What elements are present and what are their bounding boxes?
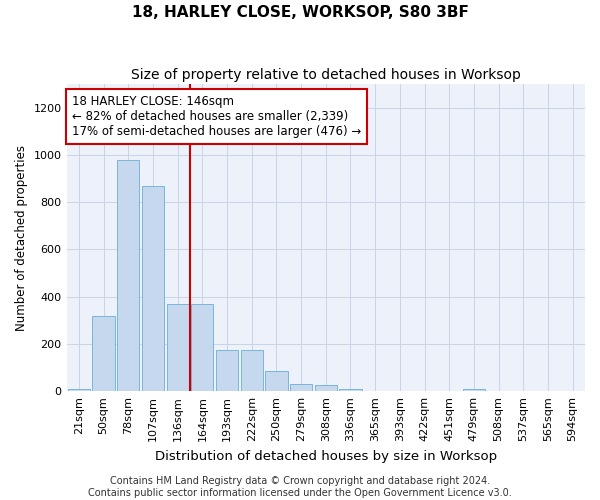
Bar — [314, 386, 337, 391]
Bar — [191, 304, 214, 391]
Bar — [167, 304, 189, 391]
X-axis label: Distribution of detached houses by size in Worksop: Distribution of detached houses by size … — [155, 450, 497, 462]
Bar — [142, 186, 164, 391]
Bar — [463, 389, 485, 391]
Bar — [340, 389, 362, 391]
Y-axis label: Number of detached properties: Number of detached properties — [15, 144, 28, 330]
Text: 18, HARLEY CLOSE, WORKSOP, S80 3BF: 18, HARLEY CLOSE, WORKSOP, S80 3BF — [131, 5, 469, 20]
Bar — [290, 384, 312, 391]
Bar — [216, 350, 238, 391]
Bar — [117, 160, 139, 391]
Bar — [265, 371, 287, 391]
Text: Contains HM Land Registry data © Crown copyright and database right 2024.
Contai: Contains HM Land Registry data © Crown c… — [88, 476, 512, 498]
Bar — [92, 316, 115, 391]
Text: 18 HARLEY CLOSE: 146sqm
← 82% of detached houses are smaller (2,339)
17% of semi: 18 HARLEY CLOSE: 146sqm ← 82% of detache… — [72, 95, 361, 138]
Bar — [68, 389, 90, 391]
Title: Size of property relative to detached houses in Worksop: Size of property relative to detached ho… — [131, 68, 521, 82]
Bar — [241, 350, 263, 391]
